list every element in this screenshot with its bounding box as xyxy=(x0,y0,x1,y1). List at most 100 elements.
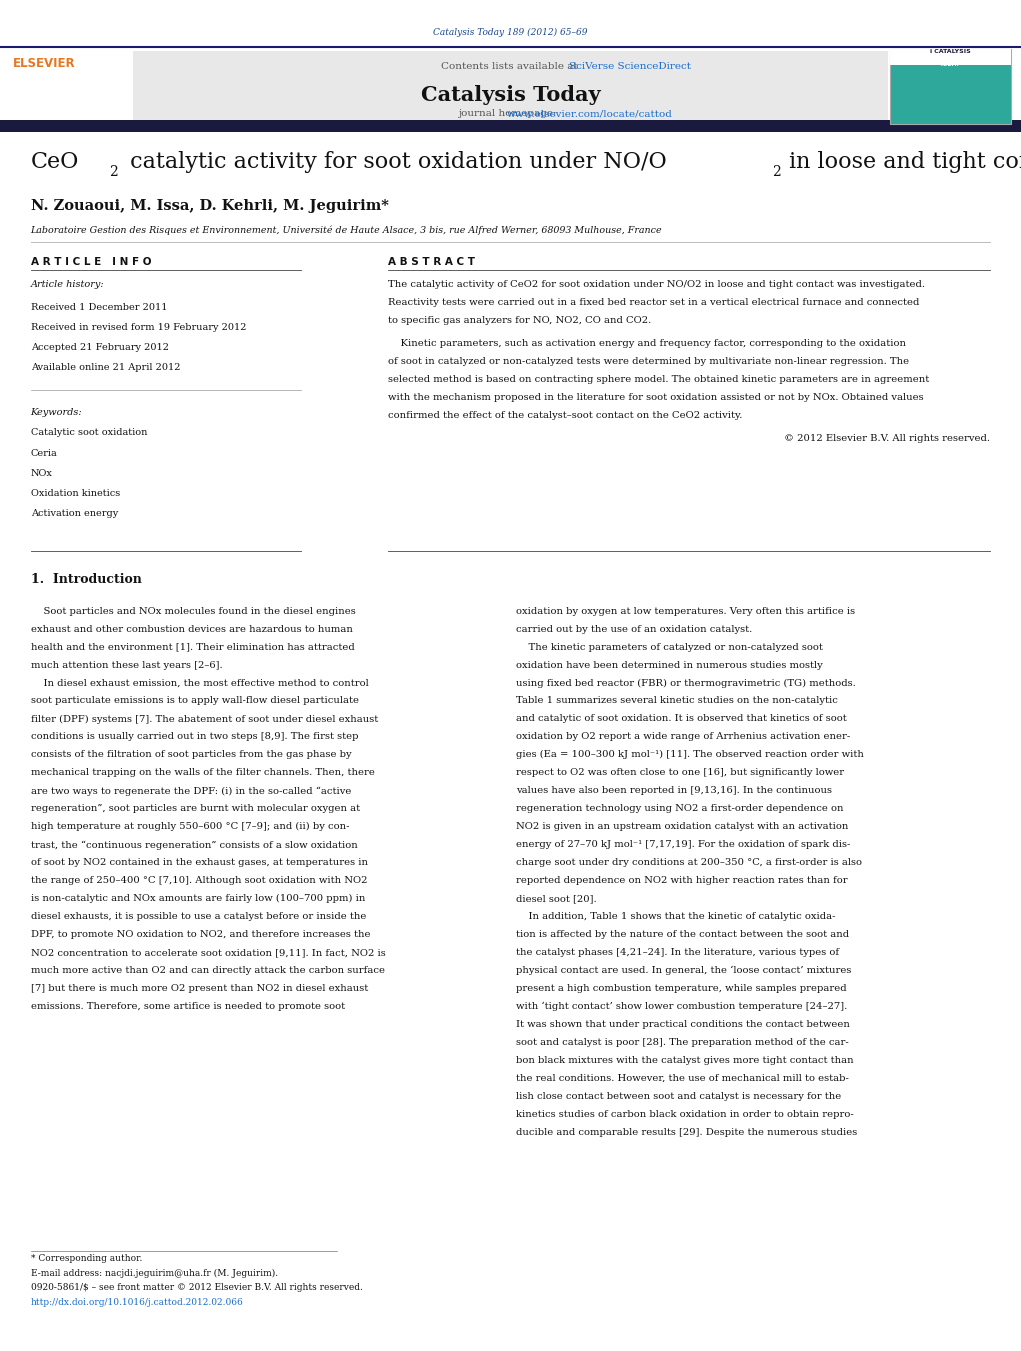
Text: NO2 concentration to accelerate soot oxidation [9,11]. In fact, NO2 is: NO2 concentration to accelerate soot oxi… xyxy=(31,948,385,957)
Text: diesel soot [20].: diesel soot [20]. xyxy=(516,894,596,902)
Text: in loose and tight contact: in loose and tight contact xyxy=(782,151,1021,173)
Text: ducible and comparable results [29]. Despite the numerous studies: ducible and comparable results [29]. Des… xyxy=(516,1128,857,1136)
Text: reported dependence on NO2 with higher reaction rates than for: reported dependence on NO2 with higher r… xyxy=(516,875,847,885)
Text: In addition, Table 1 shows that the kinetic of catalytic oxida-: In addition, Table 1 shows that the kine… xyxy=(516,912,835,921)
Text: energy of 27–70 kJ mol⁻¹ [7,17,19]. For the oxidation of spark dis-: energy of 27–70 kJ mol⁻¹ [7,17,19]. For … xyxy=(516,840,849,850)
Text: NOx: NOx xyxy=(31,469,52,478)
Text: consists of the filtration of soot particles from the gas phase by: consists of the filtration of soot parti… xyxy=(31,750,351,759)
Text: A R T I C L E   I N F O: A R T I C L E I N F O xyxy=(31,257,151,266)
Text: emissions. Therefore, some artifice is needed to promote soot: emissions. Therefore, some artifice is n… xyxy=(31,1002,345,1011)
Text: [7] but there is much more O2 present than NO2 in diesel exhaust: [7] but there is much more O2 present th… xyxy=(31,984,368,993)
Text: health and the environment [1]. Their elimination has attracted: health and the environment [1]. Their el… xyxy=(31,643,354,651)
Text: regeneration technology using NO2 a first-order dependence on: regeneration technology using NO2 a firs… xyxy=(516,804,843,813)
Text: ELSEVIER: ELSEVIER xyxy=(13,57,76,70)
Text: Table 1 summarizes several kinetic studies on the non-catalytic: Table 1 summarizes several kinetic studi… xyxy=(516,697,837,705)
Text: Catalytic soot oxidation: Catalytic soot oxidation xyxy=(31,428,147,438)
Text: gies (Ea = 100–300 kJ mol⁻¹) [11]. The observed reaction order with: gies (Ea = 100–300 kJ mol⁻¹) [11]. The o… xyxy=(516,750,864,759)
Text: with the mechanism proposed in the literature for soot oxidation assisted or not: with the mechanism proposed in the liter… xyxy=(388,393,924,401)
Text: filter (DPF) systems [7]. The abatement of soot under diesel exhaust: filter (DPF) systems [7]. The abatement … xyxy=(31,715,378,724)
Text: using fixed bed reactor (FBR) or thermogravimetric (TG) methods.: using fixed bed reactor (FBR) or thermog… xyxy=(516,678,856,688)
Text: 2: 2 xyxy=(772,165,781,178)
Text: conditions is usually carried out in two steps [8,9]. The first step: conditions is usually carried out in two… xyxy=(31,732,358,742)
Text: oxidation by O2 report a wide range of Arrhenius activation ener-: oxidation by O2 report a wide range of A… xyxy=(516,732,849,742)
Text: © 2012 Elsevier B.V. All rights reserved.: © 2012 Elsevier B.V. All rights reserved… xyxy=(784,434,990,443)
Text: oxidation by oxygen at low temperatures. Very often this artifice is: oxidation by oxygen at low temperatures.… xyxy=(516,607,855,616)
Text: i CATALYSIS: i CATALYSIS xyxy=(930,49,971,54)
Text: Article history:: Article history: xyxy=(31,280,104,289)
Text: soot particulate emissions is to apply wall-flow diesel particulate: soot particulate emissions is to apply w… xyxy=(31,697,358,705)
Text: SciVerse ScienceDirect: SciVerse ScienceDirect xyxy=(569,62,691,72)
Text: diesel exhausts, it is possible to use a catalyst before or inside the: diesel exhausts, it is possible to use a… xyxy=(31,912,366,921)
Text: values have also been reported in [9,13,16]. In the continuous: values have also been reported in [9,13,… xyxy=(516,786,832,796)
Text: Activation energy: Activation energy xyxy=(31,509,117,519)
Text: much attention these last years [2–6].: much attention these last years [2–6]. xyxy=(31,661,223,670)
Text: exhaust and other combustion devices are hazardous to human: exhaust and other combustion devices are… xyxy=(31,624,352,634)
Text: journal homepage:: journal homepage: xyxy=(458,109,563,119)
Text: N. Zouaoui, M. Issa, D. Kehrli, M. Jeguirim*: N. Zouaoui, M. Issa, D. Kehrli, M. Jegui… xyxy=(31,199,389,212)
Text: the real conditions. However, the use of mechanical mill to estab-: the real conditions. However, the use of… xyxy=(516,1074,848,1082)
Text: confirmed the effect of the catalyst–soot contact on the CeO2 activity.: confirmed the effect of the catalyst–soo… xyxy=(388,411,742,420)
Text: The kinetic parameters of catalyzed or non-catalyzed soot: The kinetic parameters of catalyzed or n… xyxy=(516,643,823,651)
Text: and catalytic of soot oxidation. It is observed that kinetics of soot: and catalytic of soot oxidation. It is o… xyxy=(516,715,846,723)
Text: Keywords:: Keywords: xyxy=(31,408,83,417)
Text: with ‘tight contact’ show lower combustion temperature [24–27].: with ‘tight contact’ show lower combusti… xyxy=(516,1002,846,1012)
Text: Kinetic parameters, such as activation energy and frequency factor, correspondin: Kinetic parameters, such as activation e… xyxy=(388,339,906,349)
Text: is non-catalytic and NOx amounts are fairly low (100–700 ppm) in: is non-catalytic and NOx amounts are fai… xyxy=(31,894,364,904)
Text: Available online 21 April 2012: Available online 21 April 2012 xyxy=(31,363,180,373)
Text: high temperature at roughly 550–600 °C [7–9]; and (ii) by con-: high temperature at roughly 550–600 °C [… xyxy=(31,823,349,831)
Text: of soot in catalyzed or non-catalyzed tests were determined by multivariate non-: of soot in catalyzed or non-catalyzed te… xyxy=(388,357,909,366)
Text: to specific gas analyzers for NO, NO2, CO and CO2.: to specific gas analyzers for NO, NO2, C… xyxy=(388,316,651,324)
FancyBboxPatch shape xyxy=(133,51,888,122)
Text: the catalyst phases [4,21–24]. In the literature, various types of: the catalyst phases [4,21–24]. In the li… xyxy=(516,948,838,957)
Text: CeO: CeO xyxy=(31,151,79,173)
Text: carried out by the use of an oxidation catalyst.: carried out by the use of an oxidation c… xyxy=(516,624,751,634)
Text: 0920-5861/$ – see front matter © 2012 Elsevier B.V. All rights reserved.: 0920-5861/$ – see front matter © 2012 El… xyxy=(31,1283,362,1293)
Text: Reactivity tests were carried out in a fixed bed reactor set in a vertical elect: Reactivity tests were carried out in a f… xyxy=(388,297,919,307)
Text: * Corresponding author.: * Corresponding author. xyxy=(31,1254,142,1263)
Text: bon black mixtures with the catalyst gives more tight contact than: bon black mixtures with the catalyst giv… xyxy=(516,1055,854,1065)
FancyBboxPatch shape xyxy=(0,120,1021,132)
Text: regeneration”, soot particles are burnt with molecular oxygen at: regeneration”, soot particles are burnt … xyxy=(31,804,359,813)
Text: mechanical trapping on the walls of the filter channels. Then, there: mechanical trapping on the walls of the … xyxy=(31,769,375,777)
Text: catalytic activity for soot oxidation under NO/O: catalytic activity for soot oxidation un… xyxy=(123,151,667,173)
Text: DPF, to promote NO oxidation to NO2, and therefore increases the: DPF, to promote NO oxidation to NO2, and… xyxy=(31,929,371,939)
Text: much more active than O2 and can directly attack the carbon surface: much more active than O2 and can directl… xyxy=(31,966,385,975)
Text: oxidation have been determined in numerous studies mostly: oxidation have been determined in numero… xyxy=(516,661,822,670)
Text: 1.  Introduction: 1. Introduction xyxy=(31,573,142,586)
Text: A B S T R A C T: A B S T R A C T xyxy=(388,257,475,266)
FancyBboxPatch shape xyxy=(890,49,1011,124)
Text: soot and catalyst is poor [28]. The preparation method of the car-: soot and catalyst is poor [28]. The prep… xyxy=(516,1038,848,1047)
Text: Catalysis Today: Catalysis Today xyxy=(421,85,600,105)
Text: Oxidation kinetics: Oxidation kinetics xyxy=(31,489,119,499)
Text: of soot by NO2 contained in the exhaust gases, at temperatures in: of soot by NO2 contained in the exhaust … xyxy=(31,858,368,867)
Text: The catalytic activity of CeO2 for soot oxidation under NO/O2 in loose and tight: The catalytic activity of CeO2 for soot … xyxy=(388,280,925,289)
Text: 2: 2 xyxy=(109,165,118,178)
Text: the range of 250–400 °C [7,10]. Although soot oxidation with NO2: the range of 250–400 °C [7,10]. Although… xyxy=(31,875,368,885)
Text: selected method is based on contracting sphere model. The obtained kinetic param: selected method is based on contracting … xyxy=(388,374,929,384)
Text: Ceria: Ceria xyxy=(31,449,57,458)
Text: Received 1 December 2011: Received 1 December 2011 xyxy=(31,303,167,312)
Text: tion is affected by the nature of the contact between the soot and: tion is affected by the nature of the co… xyxy=(516,929,848,939)
Text: trast, the “continuous regeneration” consists of a slow oxidation: trast, the “continuous regeneration” con… xyxy=(31,840,357,850)
Text: kinetics studies of carbon black oxidation in order to obtain repro-: kinetics studies of carbon black oxidati… xyxy=(516,1109,854,1119)
Text: present a high combustion temperature, while samples prepared: present a high combustion temperature, w… xyxy=(516,984,846,993)
Text: physical contact are used. In general, the ‘loose contact’ mixtures: physical contact are used. In general, t… xyxy=(516,966,850,975)
Text: are two ways to regenerate the DPF: (i) in the so-called “active: are two ways to regenerate the DPF: (i) … xyxy=(31,786,351,796)
FancyBboxPatch shape xyxy=(890,49,1011,65)
Text: E-mail address: nacjdi.jeguirim@uha.fr (M. Jeguirim).: E-mail address: nacjdi.jeguirim@uha.fr (… xyxy=(31,1269,278,1278)
Text: charge soot under dry conditions at 200–350 °C, a first-order is also: charge soot under dry conditions at 200–… xyxy=(516,858,862,867)
Text: Accepted 21 February 2012: Accepted 21 February 2012 xyxy=(31,343,168,353)
Text: It was shown that under practical conditions the contact between: It was shown that under practical condit… xyxy=(516,1020,849,1029)
Text: Soot particles and NOx molecules found in the diesel engines: Soot particles and NOx molecules found i… xyxy=(31,607,355,616)
Text: TODAY: TODAY xyxy=(940,62,961,68)
Text: Contents lists available at: Contents lists available at xyxy=(441,62,580,72)
Text: Received in revised form 19 February 2012: Received in revised form 19 February 201… xyxy=(31,323,246,332)
Text: NO2 is given in an upstream oxidation catalyst with an activation: NO2 is given in an upstream oxidation ca… xyxy=(516,823,848,831)
Text: Catalysis Today 189 (2012) 65–69: Catalysis Today 189 (2012) 65–69 xyxy=(433,28,588,38)
Text: In diesel exhaust emission, the most effective method to control: In diesel exhaust emission, the most eff… xyxy=(31,678,369,688)
Text: lish close contact between soot and catalyst is necessary for the: lish close contact between soot and cata… xyxy=(516,1092,841,1101)
Text: www.elsevier.com/locate/cattod: www.elsevier.com/locate/cattod xyxy=(507,109,673,119)
Text: http://dx.doi.org/10.1016/j.cattod.2012.02.066: http://dx.doi.org/10.1016/j.cattod.2012.… xyxy=(31,1298,243,1308)
Text: respect to O2 was often close to one [16], but significantly lower: respect to O2 was often close to one [16… xyxy=(516,769,843,777)
Text: Laboratoire Gestion des Risques et Environnement, Université de Haute Alsace, 3 : Laboratoire Gestion des Risques et Envir… xyxy=(31,226,663,235)
